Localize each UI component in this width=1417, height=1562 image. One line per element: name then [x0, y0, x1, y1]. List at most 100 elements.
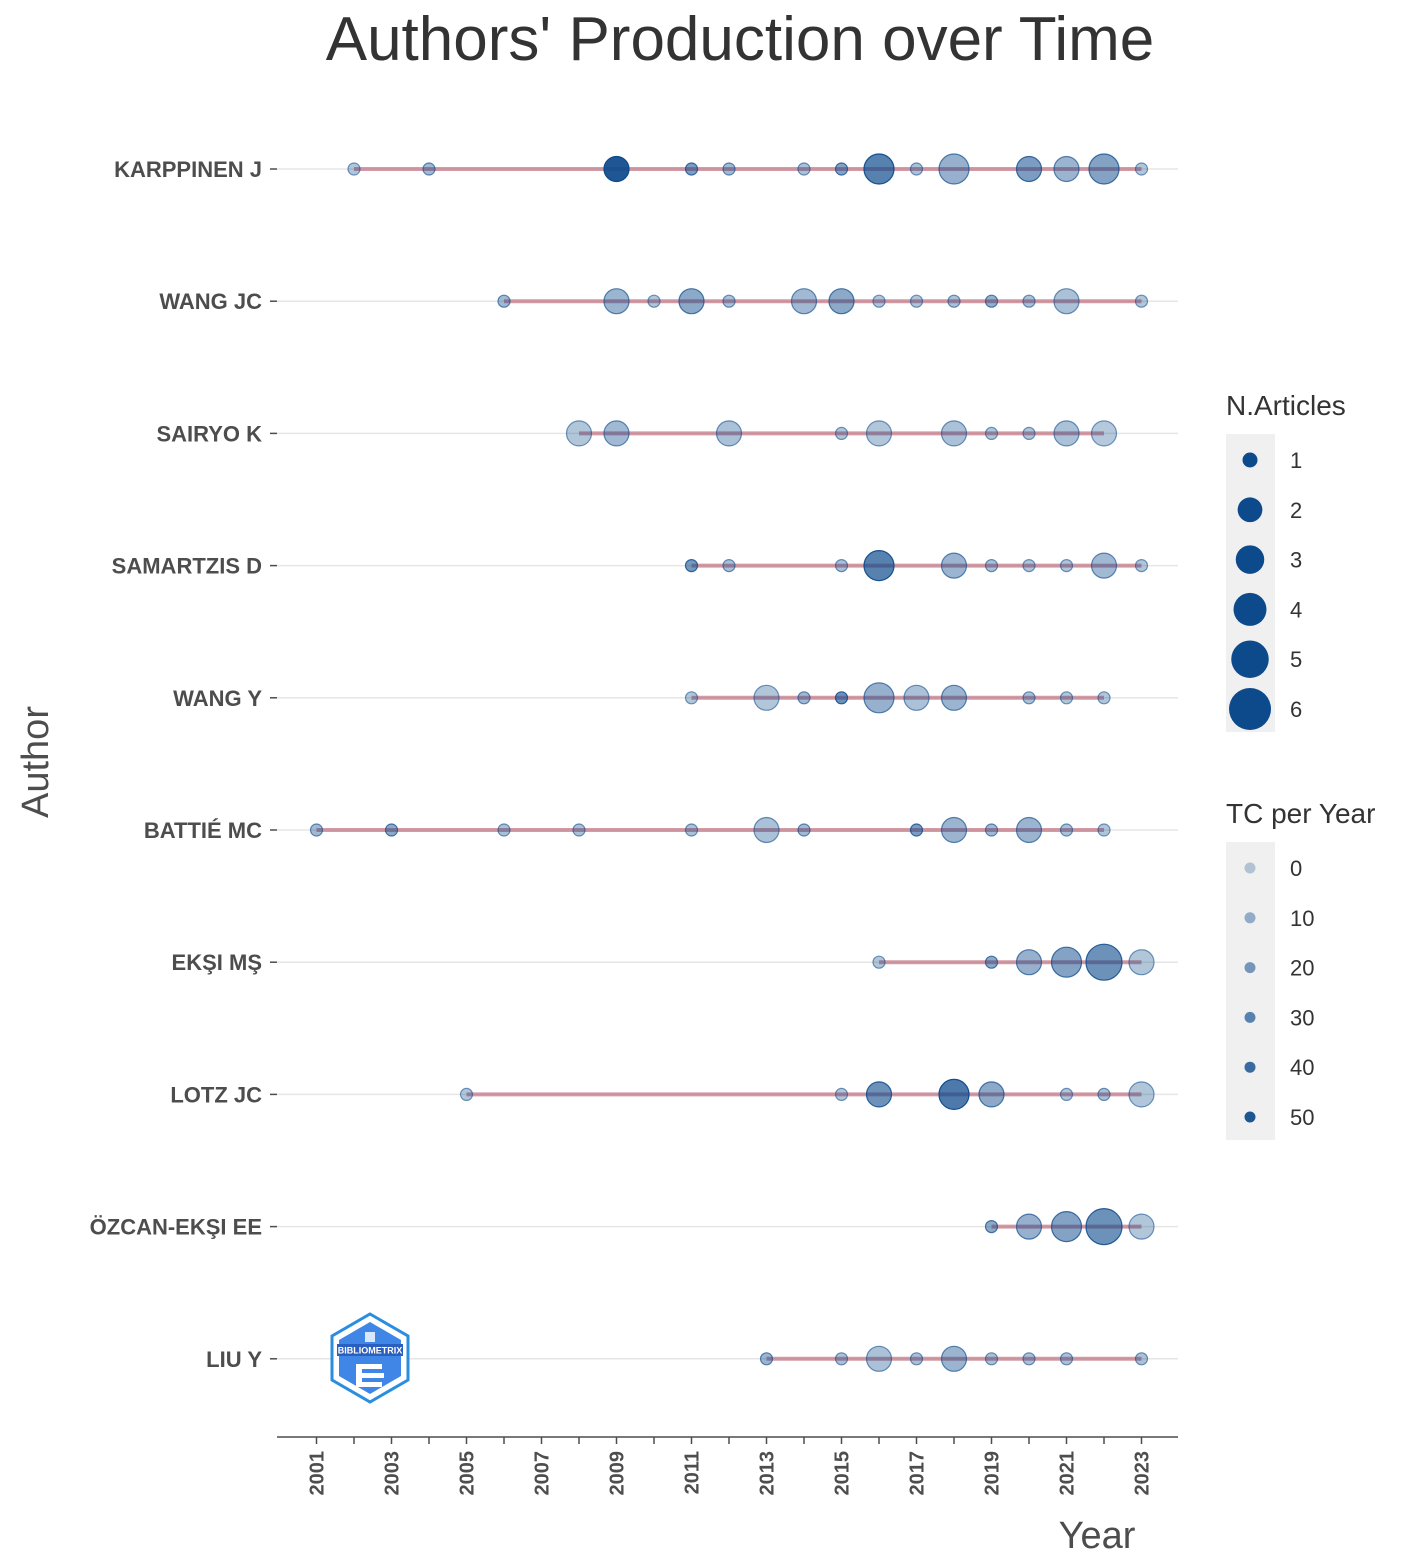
legend-size-swatch: [1242, 452, 1258, 468]
legend-n-articles: N.Articles 1 2 3 4 5 6: [1226, 390, 1346, 732]
x-tick-label: 2023: [1132, 1451, 1154, 1496]
data-point: [1015, 816, 1043, 844]
data-point: [572, 823, 586, 837]
data-point: [1059, 558, 1074, 573]
author-label: SAMARTZIS D: [112, 554, 262, 579]
data-point: [863, 153, 895, 185]
data-point: [459, 1087, 474, 1102]
data-point: [1059, 1352, 1074, 1366]
logo-glyph: [356, 1364, 384, 1387]
x-tick-label: 2005: [457, 1451, 479, 1496]
author-label: LIU Y: [206, 1347, 262, 1372]
data-point: [834, 691, 849, 705]
legend-color-label: 0: [1290, 856, 1302, 881]
data-point: [1128, 1213, 1155, 1240]
data-points: [309, 153, 1155, 1372]
data-point: [1022, 294, 1036, 308]
data-point: [978, 1081, 1005, 1108]
author-label: WANG Y: [173, 686, 262, 711]
data-point: [1134, 294, 1149, 308]
legend-tc-per-year: TC per Year 0 10 20 30 40 50: [1226, 798, 1375, 1140]
data-point: [1053, 420, 1080, 447]
data-point: [347, 162, 361, 176]
legend-size-swatch: [1237, 497, 1263, 523]
logo-text: BIBLIOMETRIX: [338, 1346, 403, 1356]
data-point: [938, 1078, 970, 1111]
series-lines: [316, 167, 1142, 1361]
data-point: [984, 1352, 999, 1366]
data-point: [684, 162, 699, 176]
legend-color-label: 10: [1290, 906, 1314, 931]
data-point: [797, 691, 811, 705]
axes: [270, 168, 1178, 1444]
data-point: [909, 294, 924, 308]
legend-color-swatch: [1244, 1111, 1256, 1123]
data-point: [1085, 1207, 1123, 1246]
chart-title: Authors' Production over Time: [326, 5, 1155, 74]
x-tick-label: 2009: [607, 1451, 629, 1496]
data-point: [715, 420, 743, 447]
data-point: [790, 288, 818, 315]
data-point: [1015, 155, 1043, 183]
legend-color-title: TC per Year: [1226, 798, 1375, 829]
data-point: [938, 153, 970, 185]
data-point: [947, 294, 961, 308]
legend-color-swatch: [1244, 912, 1256, 924]
legend-size-swatch: [1229, 688, 1271, 730]
data-point: [1128, 949, 1155, 976]
data-point: [722, 162, 736, 176]
data-point: [565, 420, 593, 447]
data-point: [984, 294, 999, 308]
data-point: [1053, 288, 1080, 315]
data-point: [1050, 1210, 1083, 1243]
data-point: [684, 823, 699, 837]
data-point: [497, 294, 511, 308]
data-point: [834, 1087, 849, 1102]
x-tick-labels: 2001 2003 2005 2007 2009 2011 2013 2015 2017 2019…: [307, 1451, 1154, 1496]
legend-size-label: 2: [1290, 498, 1302, 523]
data-point: [1050, 946, 1083, 978]
data-point: [684, 558, 699, 573]
data-point: [865, 420, 893, 447]
author-label: SAIRYO K: [156, 421, 262, 446]
legend-color-label: 30: [1290, 1005, 1314, 1030]
data-point: [759, 1352, 774, 1366]
data-point: [940, 684, 968, 711]
logo-hexagon-fill: [339, 1322, 401, 1394]
logo-banner: [337, 1344, 403, 1356]
data-point: [1059, 1087, 1074, 1102]
data-point: [1097, 1087, 1111, 1102]
x-tick-label: 2015: [832, 1451, 854, 1496]
data-point: [384, 823, 399, 837]
data-point: [1128, 1081, 1155, 1108]
legend-color-label: 40: [1290, 1055, 1314, 1080]
data-point: [865, 1345, 893, 1372]
data-point: [722, 294, 736, 308]
data-point: [422, 162, 436, 176]
data-point: [678, 288, 705, 315]
data-point: [1097, 691, 1111, 705]
data-point: [1088, 153, 1120, 185]
data-point: [1022, 426, 1036, 440]
x-tick-label: 2021: [1057, 1451, 1079, 1496]
legend-color-label: 50: [1290, 1105, 1314, 1130]
data-point: [309, 823, 324, 837]
legend-size-title: N.Articles: [1226, 390, 1346, 421]
author-label: EKŞI MŞ: [172, 950, 262, 975]
x-tick-label: 2011: [682, 1451, 704, 1494]
data-point: [1015, 949, 1043, 976]
data-point: [872, 955, 886, 969]
logo-tower: [365, 1332, 375, 1342]
data-point: [940, 420, 968, 447]
x-axis-label: Year: [1059, 1515, 1136, 1557]
legend-color-key-bg: [1226, 842, 1275, 1140]
data-point: [1090, 420, 1118, 447]
data-point: [984, 823, 999, 837]
data-point: [1015, 1213, 1043, 1240]
data-point: [603, 155, 630, 183]
legend-color-swatch: [1244, 1061, 1256, 1073]
legend-size-label: 3: [1290, 548, 1302, 573]
data-point: [834, 558, 849, 573]
data-point: [940, 1345, 968, 1372]
x-tick-label: 2013: [757, 1451, 779, 1496]
